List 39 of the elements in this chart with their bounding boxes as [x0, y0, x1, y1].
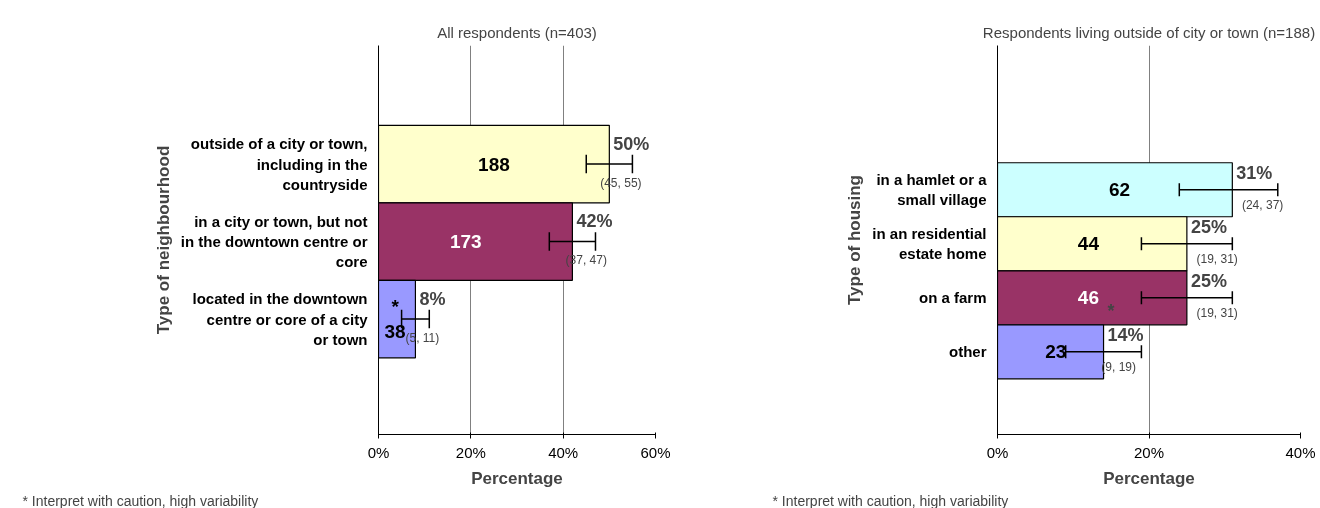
annotation: (19, 31): [1196, 305, 1238, 320]
data-label: 25%: [1190, 270, 1227, 291]
annotation: 188: [478, 153, 510, 175]
y-tick-label: outside of a city or town, including in the countryside: [190, 135, 368, 193]
x-tick-label: 20%: [1133, 443, 1165, 461]
annotation: (24, 37): [1241, 197, 1284, 212]
annotation: 173: [449, 231, 482, 253]
y-tick-label: in a city or town, but not in the downtown centre or core: [180, 212, 368, 271]
y-axis-title: Type of neighbourhood: [153, 145, 173, 335]
annotation: 62: [1109, 179, 1131, 201]
data-label: 31%: [1236, 162, 1273, 183]
x-tick-label: 20%: [455, 443, 486, 461]
annotation: 44: [1077, 233, 1100, 255]
data-label: 42%: [576, 211, 613, 232]
annotation: 23: [1045, 341, 1067, 363]
x-tick-label: 60%: [640, 443, 671, 461]
x-axis-title: Percentage: [471, 468, 563, 488]
data-label: * 14%: [1107, 300, 1144, 345]
y-axis-title: Type of housing: [845, 174, 865, 305]
data-label: 25%: [1190, 216, 1227, 237]
data-label: 8%: [419, 288, 446, 309]
x-tick-label: 40%: [1285, 443, 1316, 461]
y-tick-label: on a farm: [918, 289, 987, 307]
annotation: 46: [1077, 287, 1099, 309]
chart-title: Respondents living outside of city or town (n=188): [982, 23, 1316, 41]
y-tick-label: in a hamlet or a small village: [876, 171, 988, 209]
y-tick-label: located in the downtown centre or core of a city or town: [192, 290, 369, 348]
x-axis-title: Percentage: [1103, 468, 1195, 488]
y-tick-label: other: [949, 343, 987, 361]
data-label: 50%: [613, 133, 650, 154]
annotation: * 38: [384, 295, 406, 343]
text: * Interpret with caution, high variability: [22, 492, 259, 508]
annotation: (19, 31): [1196, 251, 1238, 266]
x-tick-label: 0%: [367, 443, 390, 461]
text: * Interpret with caution, high variability: [772, 492, 1009, 508]
y-tick-label: in an residential estate home: [872, 225, 987, 263]
x-tick-label: 0%: [986, 443, 1009, 461]
x-tick-label: 40%: [548, 443, 579, 461]
chart-title: All respondents (n=403): [437, 23, 597, 41]
